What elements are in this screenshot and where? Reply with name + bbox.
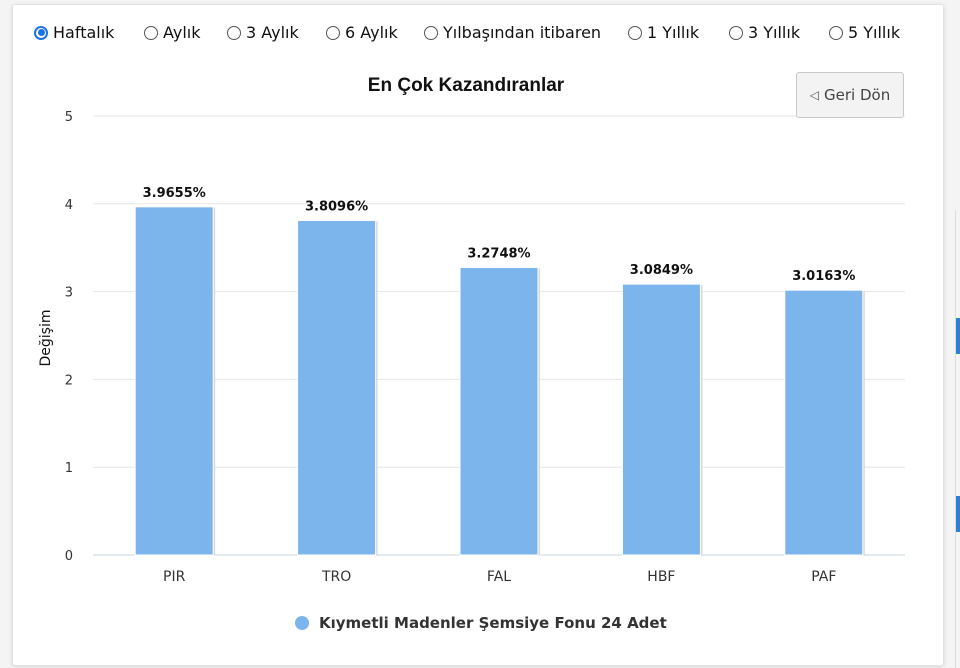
radio-3-aylik[interactable] [227,25,241,40]
period-label-3-aylik: 3 Aylık [246,23,299,42]
bar-fal[interactable] [459,266,539,556]
period-label-3-yillik: 3 Yıllık [748,23,801,42]
bar-series [134,206,865,556]
y-tick-label: 4 [65,198,73,213]
chart-title: En Çok Kazandıranlar [368,75,565,96]
radio-3-yillik[interactable] [729,25,743,40]
chart-card: Haftalık Aylık 3 Aylık 6 Aylık Yılbaşınd… [12,4,944,666]
back-arrow-icon: ◁ [809,88,820,102]
bar-pir[interactable] [134,206,214,556]
period-option-3-aylik[interactable]: 3 Aylık [227,23,299,42]
data-label: 3.8096% [305,200,368,215]
data-label: 3.9655% [143,186,206,201]
y-tick-label: 0 [65,549,73,564]
period-option-3-yillik[interactable]: 3 Yıllık [729,23,800,42]
legend-marker-icon [295,616,309,630]
radio-1-yillik[interactable] [628,25,642,40]
side-accent-bar-upper [956,318,960,354]
radio-6-aylik[interactable] [326,25,340,40]
x-tick-label: PAF [811,569,836,585]
y-tick-label: 3 [65,286,73,301]
x-tick-label: TRO [321,569,351,585]
bar-tro[interactable] [297,220,377,556]
back-button-label: Geri Dön [824,86,891,104]
x-tick-label: PIR [163,569,186,585]
period-label-aylik: Aylık [163,23,201,42]
data-label: 3.0163% [792,269,855,284]
bar-chart: En Çok Kazandıranlar Değişim 0 1 2 3 4 5 3.96… [38,75,905,632]
y-tick-label: 2 [65,373,73,388]
period-option-yilbasindan[interactable]: Yılbaşından itibaren [424,23,601,42]
period-option-6-aylik[interactable]: 6 Aylık [326,23,398,42]
bar-hbf[interactable] [621,283,701,556]
period-option-1-yillik[interactable]: 1 Yıllık [628,23,699,42]
y-tick-label: 5 [65,110,73,125]
period-option-aylik[interactable]: Aylık [144,23,200,42]
data-label: 3.2748% [467,246,530,261]
y-tick-label: 1 [65,461,73,476]
data-label: 3.0849% [630,263,693,278]
side-divider [955,210,956,668]
period-label-1-yillik: 1 Yıllık [647,23,700,42]
radio-5-yillik[interactable] [829,25,843,40]
radio-yilbasindan[interactable] [424,25,438,40]
radio-aylik[interactable] [144,25,158,40]
back-button[interactable]: ◁ Geri Dön [796,72,904,118]
period-option-5-yillik[interactable]: 5 Yıllık [829,23,900,42]
legend-label[interactable]: Kıymetli Madenler Şemsiye Fonu 24 Adet [319,614,667,632]
period-selector: Haftalık Aylık 3 Aylık 6 Aylık Yılbaşınd… [13,5,943,61]
x-tick-label: HBF [647,569,675,585]
x-axis-ticks: PIR TRO FAL HBF PAF [163,569,836,585]
y-axis-label: Değişim [38,310,54,367]
period-label-5-yillik: 5 Yıllık [848,23,901,42]
side-accent-bar-lower [956,496,960,532]
data-labels: 3.9655% 3.8096% 3.2748% 3.0849% 3.0163% [143,186,856,284]
radio-haftalik[interactable] [34,25,48,40]
bar-paf[interactable] [784,289,864,556]
y-axis-ticks: 0 1 2 3 4 5 [65,110,73,564]
x-tick-label: FAL [487,569,511,585]
period-label-yilbasindan: Yılbaşından itibaren [443,23,602,42]
period-label-6-aylik: 6 Aylık [345,23,398,42]
period-option-haftalik[interactable]: Haftalık [34,23,114,42]
legend[interactable]: Kıymetli Madenler Şemsiye Fonu 24 Adet [295,614,667,632]
period-label-haftalik: Haftalık [53,23,115,42]
